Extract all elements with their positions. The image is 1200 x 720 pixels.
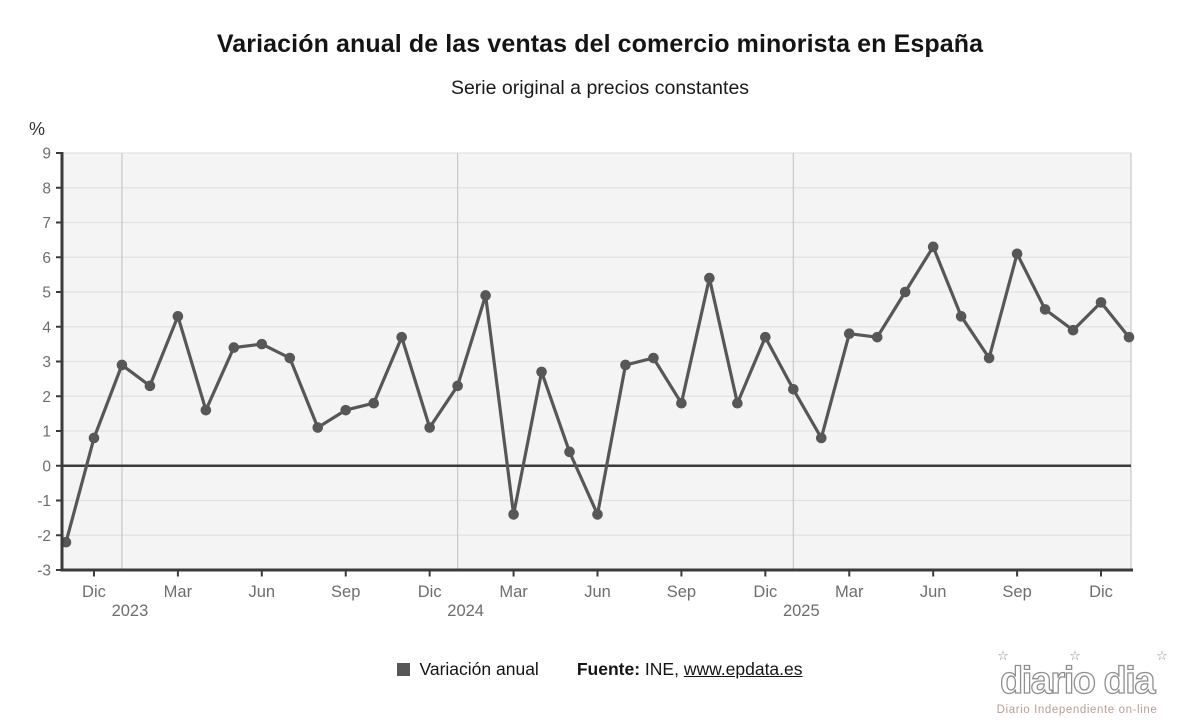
data-point [1011,248,1023,260]
year-label: 2023 [112,602,149,620]
x-tick-label: Sep [1002,583,1031,601]
y-tick-label: 8 [42,180,51,197]
data-point [732,397,743,409]
x-tick-label: Mar [164,583,193,601]
source-org: INE, [644,659,679,679]
x-tick-label: Jun [920,583,947,601]
x-tick-label: Sep [667,583,696,601]
data-point [927,241,939,253]
data-point [815,432,827,444]
data-point [172,311,184,322]
year-label: 2025 [783,602,820,620]
x-tick-label: Dic [418,583,442,601]
y-tick-label: -1 [37,493,51,510]
y-tick-label: 4 [42,319,51,336]
data-point [564,446,575,458]
data-point [1095,297,1107,308]
x-tick-label: Mar [499,583,528,601]
watermark-star-icon: ☆ [997,648,1009,663]
chart-footer: Variación anual Fuente: INE, www.epdata.… [0,659,1200,680]
y-tick-label: 1 [42,424,51,441]
y-tick-label: 6 [42,250,51,267]
data-point [871,331,883,343]
data-point [1039,304,1051,315]
source-link[interactable]: www.epdata.es [683,659,803,679]
data-point [704,272,715,284]
data-point [536,366,547,378]
data-point [592,509,603,520]
page-subtitle: Serie original a precios constantes [450,77,750,99]
y-tick-label: 2 [42,389,51,406]
source-prefix: Fuente: [576,659,641,679]
data-point [620,359,631,371]
data-point [955,311,967,322]
data-point [256,338,268,350]
data-point [284,352,296,364]
data-point [144,380,156,392]
y-tick-label: -2 [37,528,51,545]
y-tick-label: 5 [42,285,51,302]
x-tick-label: Dic [753,583,777,601]
y-tick-label: 3 [42,354,51,371]
diario-dia-logo: ☆ ☆ ☆ diario dia [997,648,1168,703]
y-tick-label: 7 [42,215,51,232]
x-tick-label: Jun [249,583,276,601]
data-point [368,397,380,409]
data-point [676,397,687,409]
y-tick-label: 0 [42,458,51,475]
data-point [340,404,352,416]
data-point [452,380,463,392]
legend: Variación anual [397,659,539,680]
legend-label: Variación anual [419,659,539,679]
data-point [88,432,100,444]
page-title: Variación anual de las ventas del comerc… [216,30,984,58]
x-tick-label: Mar [835,583,864,601]
data-point [788,384,799,395]
data-point [424,422,435,433]
data-point [1067,324,1079,336]
watermark-star-icon: ☆ [1156,648,1168,663]
source-note: Fuente: INE, www.epdata.es [577,659,803,680]
data-point [648,352,659,364]
x-tick-label: Jun [584,583,611,601]
x-tick-label: Sep [331,583,360,601]
data-point [396,331,407,343]
y-tick-label: 9 [42,146,51,163]
x-tick-label: Dic [1089,583,1113,601]
watermark-logo: ☆ ☆ ☆ diario dia Diario Independiente on… [957,646,1197,716]
data-point [200,404,212,416]
legend-marker-square [397,663,411,676]
data-point [508,509,519,520]
data-point [843,328,855,340]
watermark-logo-text: diario dia [1000,660,1156,702]
watermark-tagline: Diario Independiente on-line [996,704,1158,716]
data-point [1123,331,1135,343]
y-axis-unit-label: % [29,119,46,139]
data-point [228,342,240,353]
data-point [116,359,128,371]
y-tick-label: -3 [37,563,51,580]
data-point [983,352,995,364]
data-point [760,331,771,343]
data-point [312,422,324,433]
data-point [480,290,491,301]
data-point [899,286,911,298]
x-tick-label: Dic [82,583,106,601]
year-label: 2024 [447,602,484,620]
watermark-star-icon: ☆ [1069,648,1081,663]
